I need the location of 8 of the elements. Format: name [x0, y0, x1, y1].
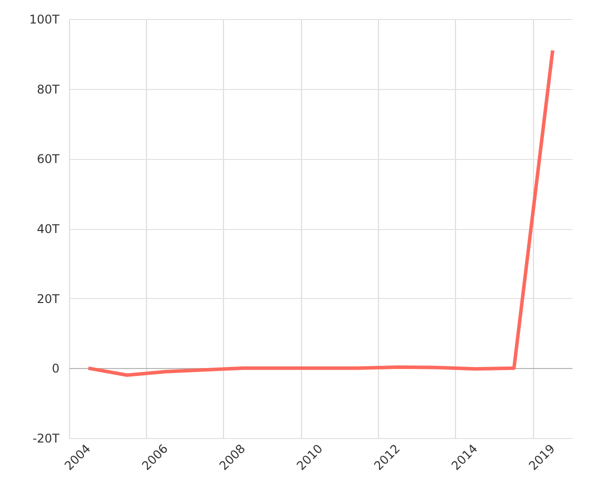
- y-tick-label: 80T: [36, 82, 60, 96]
- y-tick-label: 60T: [36, 152, 60, 166]
- line-series: [86, 48, 554, 377]
- y-tick-label: 40T: [36, 222, 60, 236]
- y-tick-label: 100T: [29, 12, 60, 26]
- y-tick-label: -20T: [32, 432, 60, 446]
- y-tick-label: 20T: [36, 292, 60, 306]
- y-tick-label: 0: [52, 362, 60, 376]
